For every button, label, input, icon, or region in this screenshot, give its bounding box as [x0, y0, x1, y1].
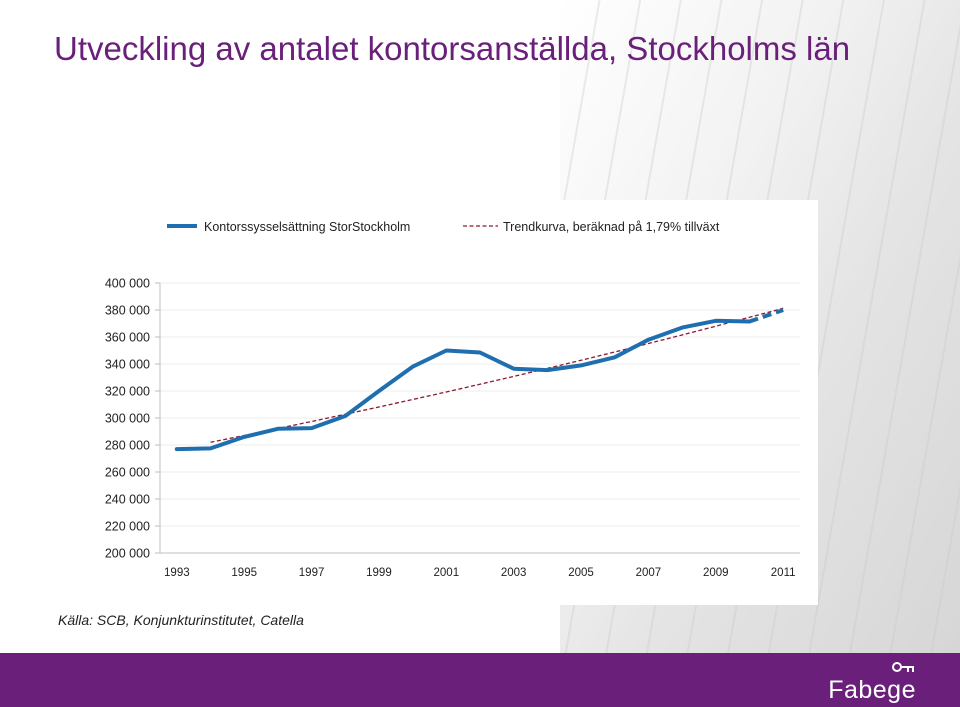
employment-line [174, 318, 752, 452]
page-title: Utveckling av antalet kontorsanställda, … [54, 30, 851, 67]
y-tick-label: 340 000 [105, 358, 150, 372]
y-tick-label: 280 000 [105, 439, 150, 453]
x-tick-label: 1997 [299, 567, 325, 579]
fabege-logo: Fabege [828, 662, 916, 704]
chart-panel [36, 200, 818, 605]
y-tick-label: 400 000 [105, 277, 150, 291]
y-tick-label: 380 000 [105, 304, 150, 318]
y-tick-label: 240 000 [105, 493, 150, 507]
y-tick-label: 300 000 [105, 412, 150, 426]
trend-series [210, 307, 784, 443]
key-icon [892, 662, 914, 672]
employment-series [174, 308, 784, 452]
y-tick-label: 320 000 [105, 385, 150, 399]
legend-label-trend: Trendkurva, beräknad på 1,79% tillväxt [503, 220, 720, 234]
legend-label-employment: Kontorssysselsättning StorStockholm [204, 220, 410, 234]
y-tick-label: 220 000 [105, 520, 150, 534]
x-tick-label: 2009 [703, 567, 729, 579]
gridlines [160, 282, 800, 527]
trend-line [210, 307, 784, 443]
x-axis: 1993 1995 1997 1999 2001 2003 2005 2007 2009 2011 [160, 552, 800, 579]
y-axis: 200 000 220 000 240 000 260 000 280 000 300 0… [105, 277, 161, 561]
x-tick-label: 1995 [231, 567, 257, 579]
y-tick-label: 200 000 [105, 547, 150, 561]
employment-forecast-line [748, 308, 784, 324]
chart-legend: Kontorssysselsättning StorStockholm Tren… [167, 220, 720, 234]
footer-bar: Fabege [0, 653, 960, 707]
x-tick-label: 1999 [366, 567, 392, 579]
logo-text: Fabege [828, 676, 916, 704]
y-tick-label: 360 000 [105, 331, 150, 345]
x-tick-label: 2001 [434, 567, 460, 579]
x-tick-label: 2003 [501, 567, 527, 579]
y-tick-label: 260 000 [105, 466, 150, 480]
x-tick-label: 2007 [636, 567, 662, 579]
x-tick-label: 2005 [568, 567, 594, 579]
x-tick-label: 2011 [771, 567, 796, 579]
x-tick-label: 1993 [164, 567, 190, 579]
source-note: Källa: SCB, Konjunkturinstitutet, Catell… [58, 612, 304, 628]
